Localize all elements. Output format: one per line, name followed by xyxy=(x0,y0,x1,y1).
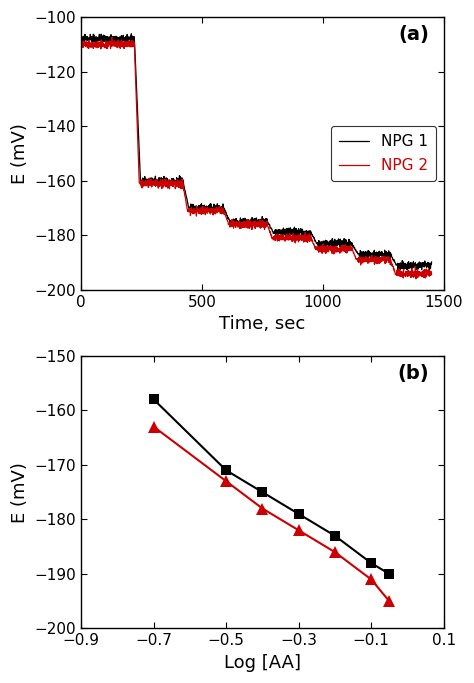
Y-axis label: E (mV): E (mV) xyxy=(11,462,29,522)
NPG 1 xyxy=(356,251,362,259)
NPG 2 xyxy=(428,270,434,278)
Y-axis label: E (mV): E (mV) xyxy=(11,123,29,184)
NPG 2 xyxy=(166,181,172,189)
NPG 2 xyxy=(282,234,288,242)
NPG 1 xyxy=(78,32,84,40)
NPG 2 xyxy=(115,44,120,52)
NPG 1 xyxy=(95,37,100,45)
NPG 1 xyxy=(239,219,245,227)
NPG 2 xyxy=(109,33,115,42)
NPG 1 xyxy=(247,217,253,225)
NPG 1 xyxy=(419,260,425,268)
Text: (b): (b) xyxy=(398,364,429,383)
NPG 1 xyxy=(128,29,134,38)
Line: NPG 2: NPG 2 xyxy=(81,38,431,279)
Text: (a): (a) xyxy=(398,25,429,44)
NPG 1 xyxy=(419,260,425,268)
X-axis label: Log [AA]: Log [AA] xyxy=(224,654,301,672)
NPG 2 xyxy=(413,275,419,283)
NPG 1 xyxy=(428,258,434,266)
NPG 2 xyxy=(260,219,265,227)
Line: NPG 1: NPG 1 xyxy=(81,33,431,270)
NPG 2 xyxy=(319,249,325,257)
Legend: NPG 1, NPG 2: NPG 1, NPG 2 xyxy=(331,126,436,180)
X-axis label: Time, sec: Time, sec xyxy=(219,315,306,333)
NPG 1 xyxy=(404,266,410,274)
NPG 2 xyxy=(410,267,416,275)
NPG 2 xyxy=(78,43,84,51)
